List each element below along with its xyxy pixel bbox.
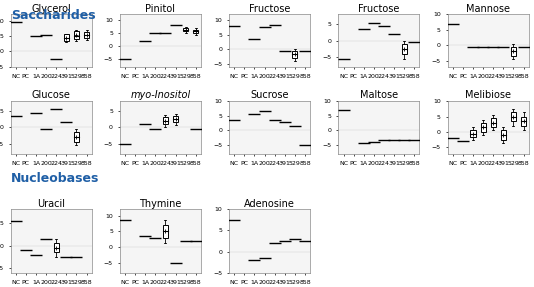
FancyBboxPatch shape	[54, 243, 59, 252]
FancyBboxPatch shape	[183, 28, 188, 32]
Text: Nucleobases: Nucleobases	[11, 172, 99, 185]
FancyBboxPatch shape	[173, 116, 178, 123]
Title: Glycerol: Glycerol	[32, 3, 71, 13]
Title: Thymine: Thymine	[139, 199, 182, 209]
Title: Maltose: Maltose	[360, 90, 398, 100]
Title: myo-Inositol: myo-Inositol	[130, 90, 191, 100]
Title: Pinitol: Pinitol	[145, 3, 175, 13]
Title: Uracil: Uracil	[37, 199, 65, 209]
FancyBboxPatch shape	[511, 112, 516, 121]
FancyBboxPatch shape	[501, 131, 506, 140]
Title: Mannose: Mannose	[466, 3, 510, 13]
Title: Sucrose: Sucrose	[250, 90, 289, 100]
Title: Fructose: Fructose	[358, 3, 399, 13]
FancyBboxPatch shape	[481, 123, 485, 132]
FancyBboxPatch shape	[64, 34, 69, 41]
FancyBboxPatch shape	[511, 47, 516, 56]
FancyBboxPatch shape	[470, 131, 476, 137]
Title: Fructose: Fructose	[249, 3, 290, 13]
FancyBboxPatch shape	[74, 31, 79, 39]
FancyBboxPatch shape	[293, 51, 297, 58]
FancyBboxPatch shape	[74, 132, 79, 142]
FancyBboxPatch shape	[84, 32, 89, 38]
FancyBboxPatch shape	[193, 30, 198, 33]
Title: Melibiose: Melibiose	[465, 90, 511, 100]
FancyBboxPatch shape	[402, 44, 407, 54]
Text: Saccharides: Saccharides	[11, 9, 95, 22]
FancyBboxPatch shape	[163, 117, 168, 124]
FancyBboxPatch shape	[163, 225, 168, 238]
Title: Glucose: Glucose	[32, 90, 70, 100]
FancyBboxPatch shape	[521, 117, 526, 126]
Title: Adenosine: Adenosine	[244, 199, 295, 209]
FancyBboxPatch shape	[491, 118, 496, 127]
